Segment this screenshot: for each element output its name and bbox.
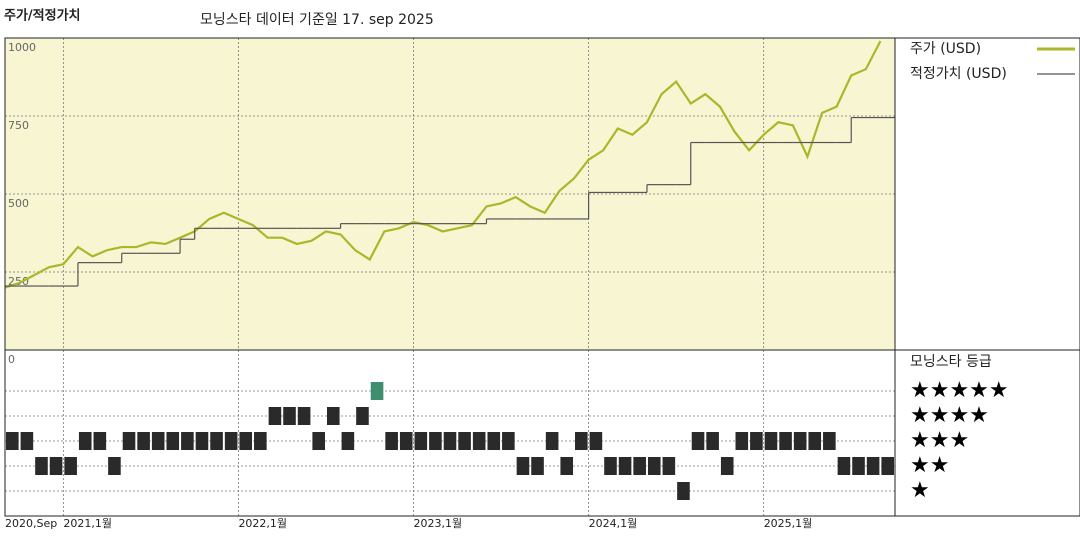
x-tick-label: 2022,1월 — [238, 517, 287, 530]
rating-bar — [341, 432, 355, 450]
rating-bar — [531, 457, 544, 475]
rating-bar — [764, 432, 778, 450]
x-tick-label: 2025,1월 — [764, 517, 813, 530]
rating-bar — [224, 432, 238, 450]
rating-bar — [487, 432, 501, 450]
rating-bar — [808, 432, 822, 450]
rating-bar — [516, 457, 530, 475]
rating-bar — [866, 457, 880, 475]
rating-bar — [604, 457, 617, 475]
rating-bar — [589, 432, 603, 450]
chart-title: 모닝스타 데이터 기준일 17. sep 2025 — [200, 12, 434, 28]
rating-bar — [647, 457, 661, 475]
rating-bar — [20, 432, 34, 450]
rating-title: 모닝스타 등급 — [910, 354, 992, 370]
y-tick-label: 0 — [8, 353, 15, 366]
rating-bar — [283, 407, 296, 425]
rating-bar — [735, 432, 749, 450]
rating-bar — [793, 432, 807, 450]
rating-bar — [399, 432, 413, 450]
rating-label: ★★★ — [910, 428, 969, 453]
rating-bar — [312, 432, 325, 450]
rating-bar — [677, 482, 690, 500]
rating-bar — [326, 407, 340, 425]
rating-label: ★★★★★ — [910, 378, 1009, 403]
rating-bar — [545, 432, 559, 450]
rating-bar — [93, 432, 107, 450]
rating-bar — [779, 432, 792, 450]
rating-bar — [122, 432, 136, 450]
x-tick-label: 2020,Sep — [5, 517, 57, 530]
rating-bar — [720, 457, 734, 475]
rating-bar — [823, 432, 836, 450]
rating-bar — [502, 432, 515, 450]
rating-bar — [64, 457, 77, 475]
rating-bar — [108, 457, 121, 475]
rating-bar — [254, 432, 267, 450]
rating-label: ★★ — [910, 453, 949, 478]
y-tick-label: 1000 — [8, 41, 36, 54]
rating-bar — [881, 457, 894, 475]
rating-bar — [458, 432, 471, 450]
rating-bar — [35, 457, 48, 475]
rating-bar — [443, 432, 457, 450]
rating-bar — [195, 432, 209, 450]
x-tick-label: 2021,1월 — [63, 517, 112, 530]
rating-bar — [750, 432, 763, 450]
rating-bar — [210, 432, 223, 450]
rating-bar — [414, 432, 428, 450]
y-tick-label: 750 — [8, 119, 29, 132]
rating-bar — [575, 432, 588, 450]
rating-bar — [691, 432, 705, 450]
rating-bar — [429, 432, 442, 450]
legend-label: 적정가치 (USD) — [910, 66, 1007, 82]
frame — [4, 37, 1080, 517]
legend-label: 주가 (USD) — [910, 41, 981, 57]
x-tick-label: 2023,1월 — [414, 517, 463, 530]
rating-bar — [268, 407, 282, 425]
price-line — [4, 40, 882, 289]
rating-bar — [633, 457, 646, 475]
rating-bar — [852, 457, 865, 475]
rating-label: ★ — [910, 478, 930, 503]
rating-bar — [662, 457, 676, 475]
rating-bar — [6, 432, 19, 450]
rating-bar — [837, 457, 851, 475]
rating-bar — [560, 457, 574, 475]
rating-bar — [181, 432, 194, 450]
x-tick-label: 2024,1월 — [589, 517, 638, 530]
rating-bar — [137, 432, 150, 450]
y-tick-label: 500 — [8, 197, 29, 210]
chart-header: 주가/적정가치 — [4, 8, 81, 24]
rating-bar — [385, 432, 398, 450]
rating-bar — [706, 432, 719, 450]
rating-bar — [356, 407, 369, 425]
rating-bar — [370, 382, 384, 400]
rating-bar — [151, 432, 165, 450]
rating-bar — [472, 432, 486, 450]
rating-bar — [166, 432, 180, 450]
rating-bar — [78, 432, 92, 450]
rating-bar — [618, 457, 632, 475]
rating-bar — [239, 432, 253, 450]
rating-bar — [297, 407, 311, 425]
rating-label: ★★★★ — [910, 403, 989, 428]
rating-bar — [49, 457, 63, 475]
